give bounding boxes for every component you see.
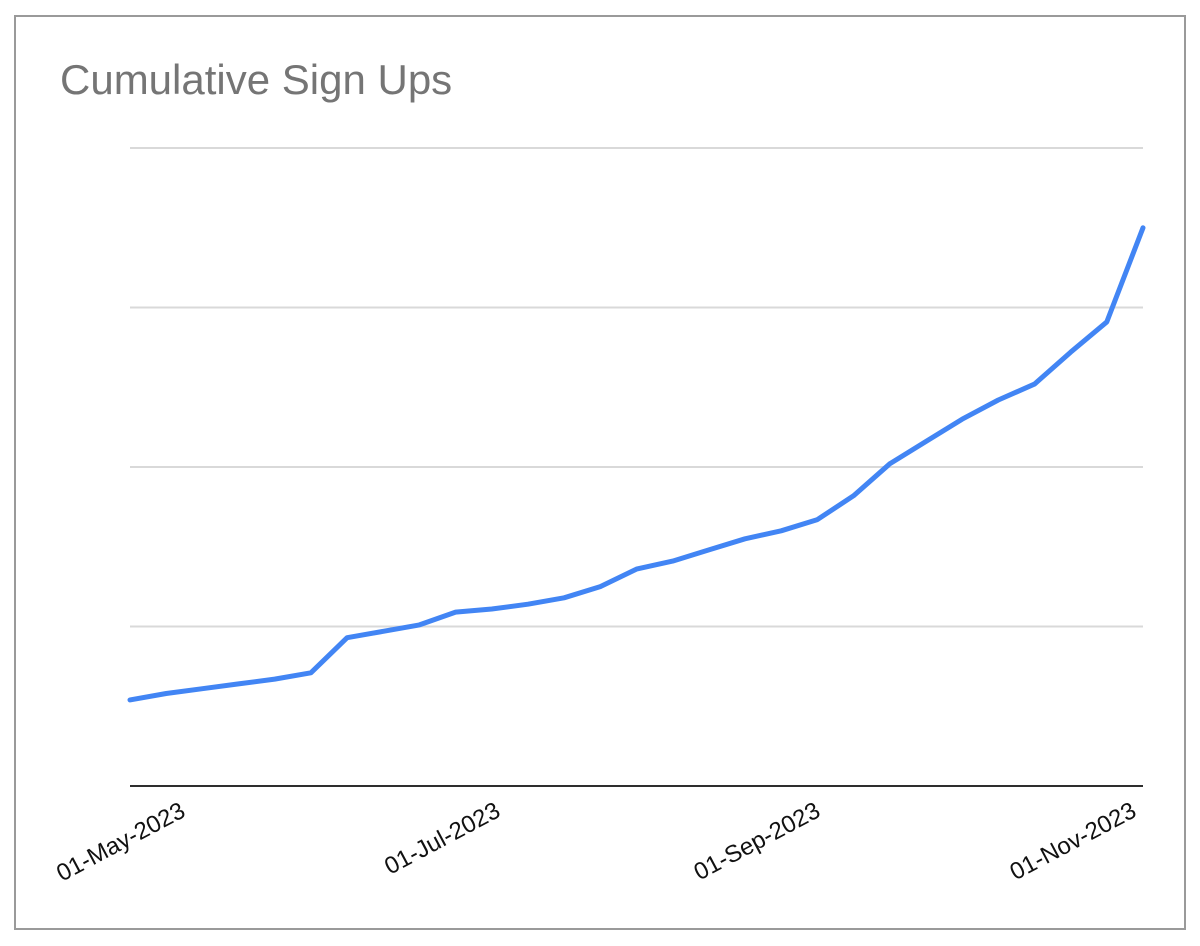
gridlines [130, 147, 1143, 628]
chart-title: Cumulative Sign Ups [60, 56, 453, 103]
chart-frame [14, 15, 1186, 930]
signups-line-series [127, 225, 1146, 703]
